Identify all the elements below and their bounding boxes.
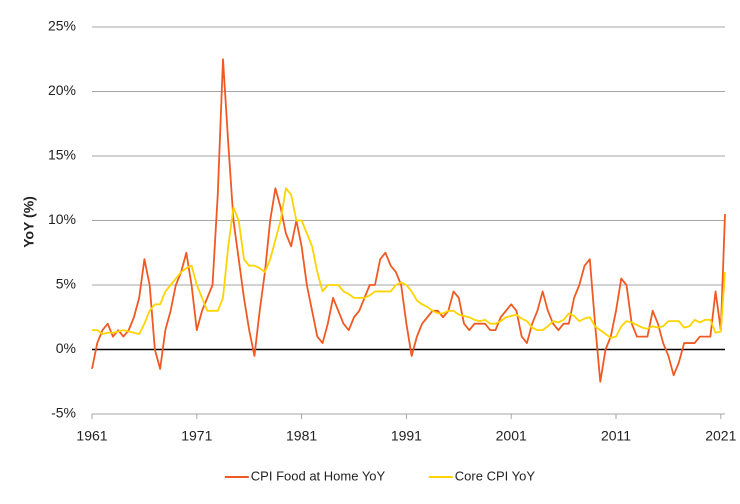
x-tick-label: 1961: [76, 428, 107, 444]
series-line: [91, 58, 726, 383]
y-tick-label: 10%: [48, 211, 76, 227]
x-tick-label: 2011: [601, 428, 631, 444]
y-tick-label: 20%: [48, 82, 76, 98]
x-tick-label: 2001: [496, 428, 527, 444]
x-tick-label: 1981: [286, 428, 317, 444]
y-axis-label: YoY (%): [21, 196, 37, 248]
y-tick-label: 15%: [48, 147, 76, 163]
legend-label: Core CPI YoY: [455, 468, 536, 483]
y-tick-label: 5%: [56, 276, 76, 292]
x-tick-label: 2021: [705, 428, 736, 444]
x-tick-label: 1991: [391, 428, 422, 444]
y-tick-label: 25%: [48, 18, 76, 34]
y-tick-label: -5%: [51, 405, 76, 421]
series-line: [92, 187, 726, 339]
x-tick-label: 1971: [181, 428, 212, 444]
legend-label: CPI Food at Home YoY: [251, 468, 386, 483]
y-tick-label: 0%: [56, 340, 76, 356]
